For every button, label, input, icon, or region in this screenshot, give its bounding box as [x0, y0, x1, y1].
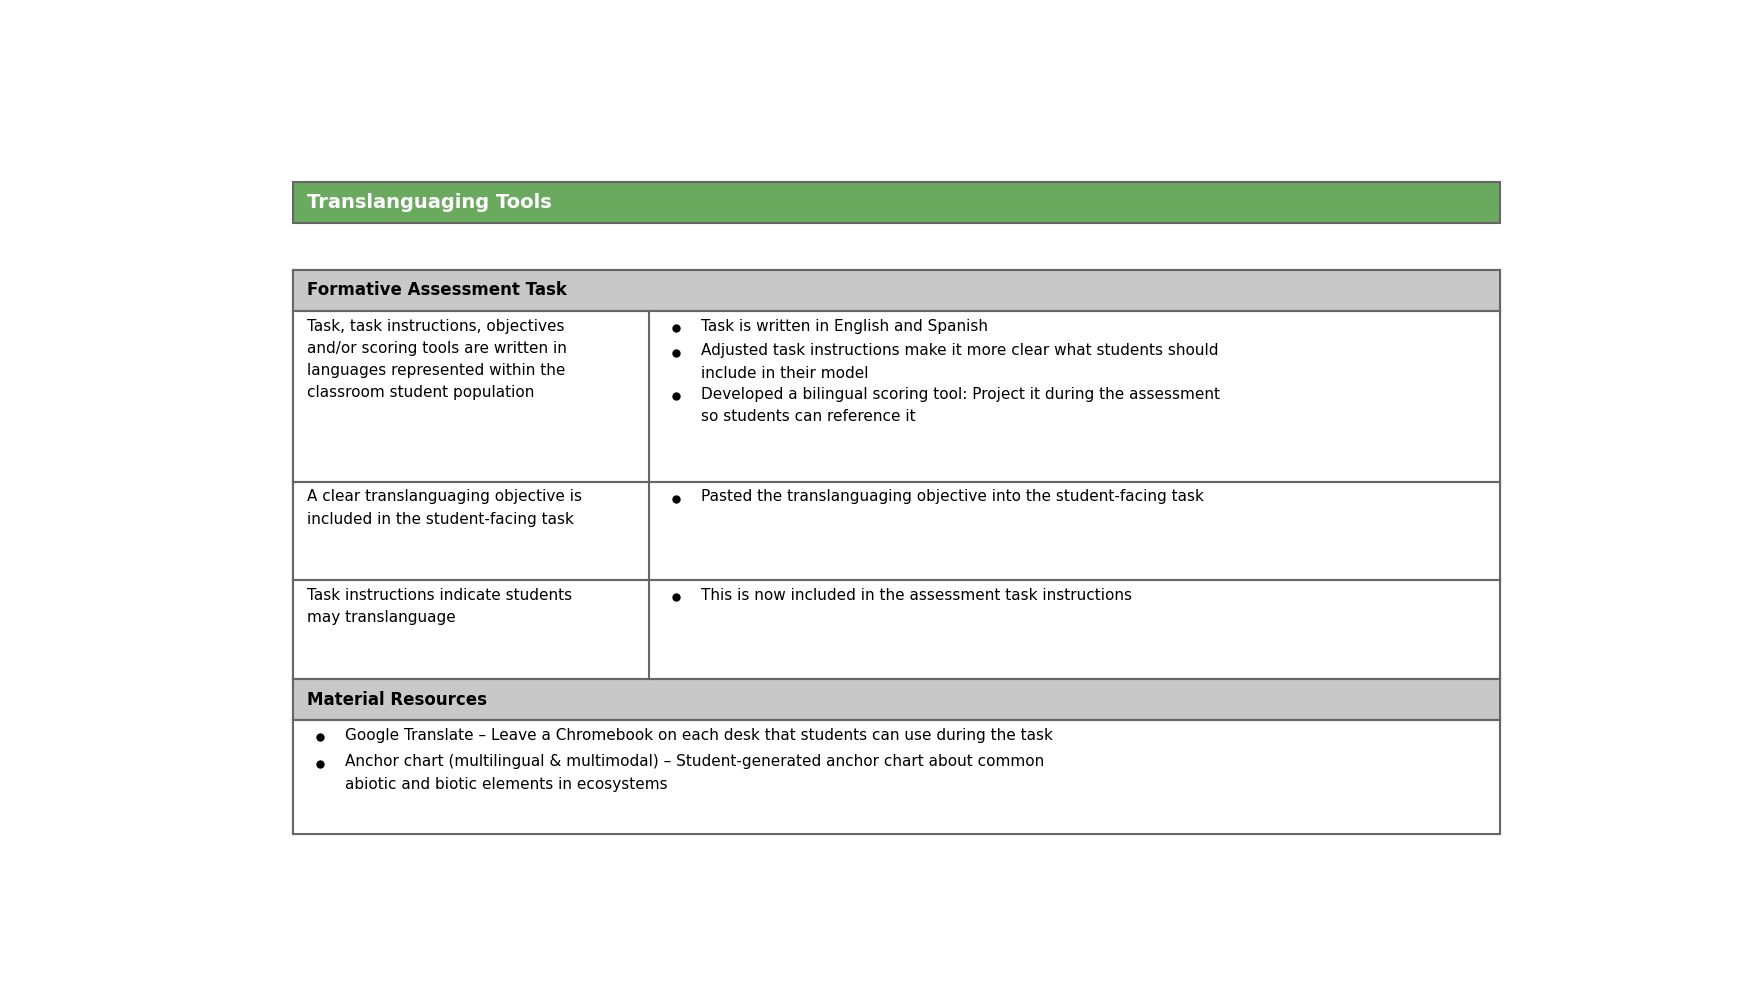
Bar — [649, 581, 1498, 679]
Text: Translanguaging Tools: Translanguaging Tools — [306, 193, 551, 213]
Bar — [294, 720, 1498, 834]
Text: Formative Assessment Task: Formative Assessment Task — [306, 281, 566, 299]
Text: This is now included in the assessment task instructions: This is now included in the assessment t… — [701, 587, 1131, 603]
Bar — [294, 182, 1498, 222]
Text: Developed a bilingual scoring tool: Project it during the assessment
so students: Developed a bilingual scoring tool: Proj… — [701, 387, 1218, 424]
Text: Google Translate – Leave a Chromebook on each desk that students can use during : Google Translate – Leave a Chromebook on… — [344, 728, 1052, 743]
Bar — [294, 270, 1498, 834]
Bar — [649, 482, 1498, 581]
Text: Task instructions indicate students
may translanguage: Task instructions indicate students may … — [306, 587, 572, 625]
Bar — [294, 270, 1498, 311]
Text: Task, task instructions, objectives
and/or scoring tools are written in
language: Task, task instructions, objectives and/… — [306, 319, 566, 400]
Bar — [294, 581, 649, 679]
Text: Task is written in English and Spanish: Task is written in English and Spanish — [701, 319, 988, 334]
Text: Pasted the translanguaging objective into the student-facing task: Pasted the translanguaging objective int… — [701, 489, 1203, 505]
Bar — [294, 311, 649, 482]
Text: A clear translanguaging objective is
included in the student-facing task: A clear translanguaging objective is inc… — [306, 489, 582, 526]
Text: Adjusted task instructions make it more clear what students should
include in th: Adjusted task instructions make it more … — [701, 343, 1217, 381]
Bar — [294, 679, 1498, 720]
Text: Material Resources: Material Resources — [306, 691, 486, 708]
Text: Anchor chart (multilingual & multimodal) – Student-generated anchor chart about : Anchor chart (multilingual & multimodal)… — [344, 755, 1044, 791]
Bar — [649, 311, 1498, 482]
Bar — [294, 482, 649, 581]
